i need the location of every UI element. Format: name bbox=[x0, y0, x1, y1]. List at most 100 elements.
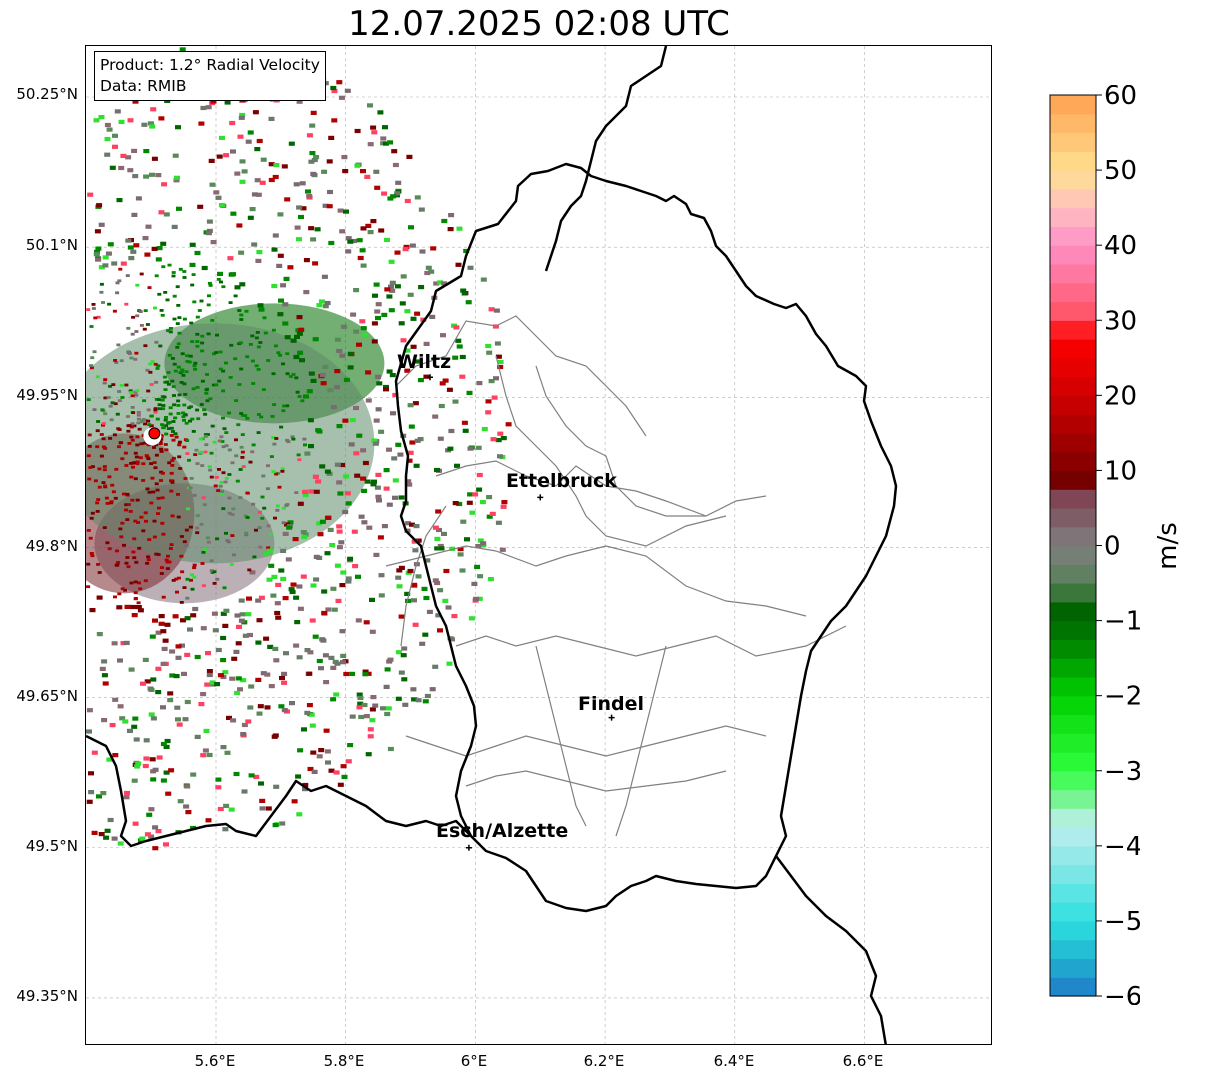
echo-cell bbox=[205, 105, 212, 110]
echo-cell bbox=[124, 604, 131, 609]
radar-site-marker[interactable] bbox=[148, 427, 161, 440]
echo-cell bbox=[128, 667, 135, 672]
echo-cell bbox=[317, 532, 324, 537]
echo-cell bbox=[153, 306, 157, 310]
echo-cell bbox=[256, 413, 261, 416]
echo-cell bbox=[258, 781, 264, 786]
echo-cell bbox=[120, 261, 127, 266]
echo-cell bbox=[160, 241, 167, 246]
echo-cell bbox=[430, 246, 437, 251]
radar-map[interactable] bbox=[85, 45, 992, 1045]
echo-cell bbox=[282, 321, 289, 326]
echo-cell bbox=[229, 563, 234, 566]
echo-cell bbox=[274, 610, 281, 616]
echo-cell bbox=[353, 288, 360, 293]
echo-cell bbox=[169, 543, 174, 546]
echo-cell bbox=[394, 191, 401, 196]
echo-cell bbox=[141, 479, 146, 482]
echo-cell bbox=[407, 403, 414, 408]
echo-cell bbox=[215, 333, 219, 337]
echo-cell bbox=[160, 521, 165, 525]
canton-border bbox=[535, 365, 767, 517]
echo-cell bbox=[370, 482, 377, 487]
echo-cell bbox=[87, 192, 94, 197]
echo-cell bbox=[342, 509, 349, 515]
echo-cell bbox=[323, 728, 330, 733]
echo-cell bbox=[184, 544, 189, 547]
echo-cell bbox=[302, 532, 309, 537]
echo-cell bbox=[334, 661, 341, 666]
echo-cell bbox=[382, 125, 388, 130]
echo-cell bbox=[117, 279, 122, 283]
echo-cell bbox=[274, 601, 281, 606]
echo-cell bbox=[96, 315, 101, 319]
echo-cell bbox=[125, 238, 132, 243]
echo-cell bbox=[126, 429, 131, 433]
echo-cell bbox=[342, 418, 349, 423]
echo-cell bbox=[271, 328, 276, 332]
echo-cell bbox=[119, 384, 124, 387]
echo-cell bbox=[408, 225, 414, 230]
colorbar-band bbox=[1050, 620, 1096, 640]
echo-cell bbox=[120, 587, 125, 591]
echo-cell bbox=[330, 405, 337, 410]
echo-cell bbox=[316, 303, 323, 308]
echo-cell bbox=[275, 582, 282, 587]
colorbar-band bbox=[1050, 414, 1096, 434]
echo-cell bbox=[488, 379, 495, 384]
echo-cell bbox=[340, 764, 347, 769]
echo-cell bbox=[278, 298, 284, 303]
echo-cell bbox=[281, 362, 285, 366]
echo-cell bbox=[165, 298, 170, 302]
echo-cell bbox=[217, 806, 224, 812]
echo-cell bbox=[143, 418, 148, 422]
echo-cell bbox=[236, 223, 243, 228]
echo-cell bbox=[486, 350, 493, 355]
echo-cell bbox=[87, 433, 92, 437]
echo-cell bbox=[449, 637, 455, 642]
echo-cell bbox=[175, 644, 182, 649]
echo-cell bbox=[96, 595, 103, 600]
echo-cell bbox=[392, 495, 398, 500]
echo-cell bbox=[280, 467, 285, 471]
echo-cell bbox=[127, 728, 133, 733]
echo-cell bbox=[418, 285, 425, 290]
echo-cell bbox=[349, 418, 356, 423]
echo-cell bbox=[216, 154, 223, 159]
echo-cell bbox=[266, 548, 273, 553]
echo-cell bbox=[313, 155, 320, 160]
echo-cell bbox=[347, 351, 354, 356]
echo-cell bbox=[224, 750, 231, 755]
echo-cell bbox=[156, 512, 160, 515]
echo-cell bbox=[432, 414, 439, 419]
echo-cell bbox=[99, 666, 106, 671]
echo-cell bbox=[327, 388, 334, 393]
echo-cell bbox=[133, 737, 140, 742]
echo-cell bbox=[187, 406, 192, 410]
echo-cell bbox=[105, 541, 110, 545]
echo-cell bbox=[434, 580, 441, 586]
echo-cell bbox=[403, 244, 410, 249]
echo-cell bbox=[161, 407, 166, 411]
echo-cell bbox=[383, 384, 389, 390]
echo-cell bbox=[105, 502, 110, 505]
echo-cell bbox=[143, 344, 148, 348]
echo-cell bbox=[360, 448, 367, 453]
echo-cell bbox=[95, 257, 102, 262]
echo-cell bbox=[98, 115, 105, 120]
echo-cell bbox=[112, 133, 118, 138]
canton-border bbox=[400, 505, 447, 647]
echo-cell bbox=[103, 447, 108, 450]
echo-cell bbox=[152, 618, 158, 623]
echo-cell bbox=[86, 398, 91, 401]
echo-cell bbox=[129, 581, 134, 585]
echo-cell bbox=[176, 342, 181, 346]
colorbar-tick-label: 10 bbox=[1104, 456, 1137, 486]
echo-cell bbox=[161, 646, 168, 651]
echo-cell bbox=[150, 777, 157, 782]
echo-cell bbox=[230, 272, 236, 277]
echo-cell bbox=[115, 412, 120, 416]
echo-cell bbox=[185, 810, 192, 815]
echo-cell bbox=[235, 676, 242, 681]
echo-cell bbox=[392, 392, 399, 398]
